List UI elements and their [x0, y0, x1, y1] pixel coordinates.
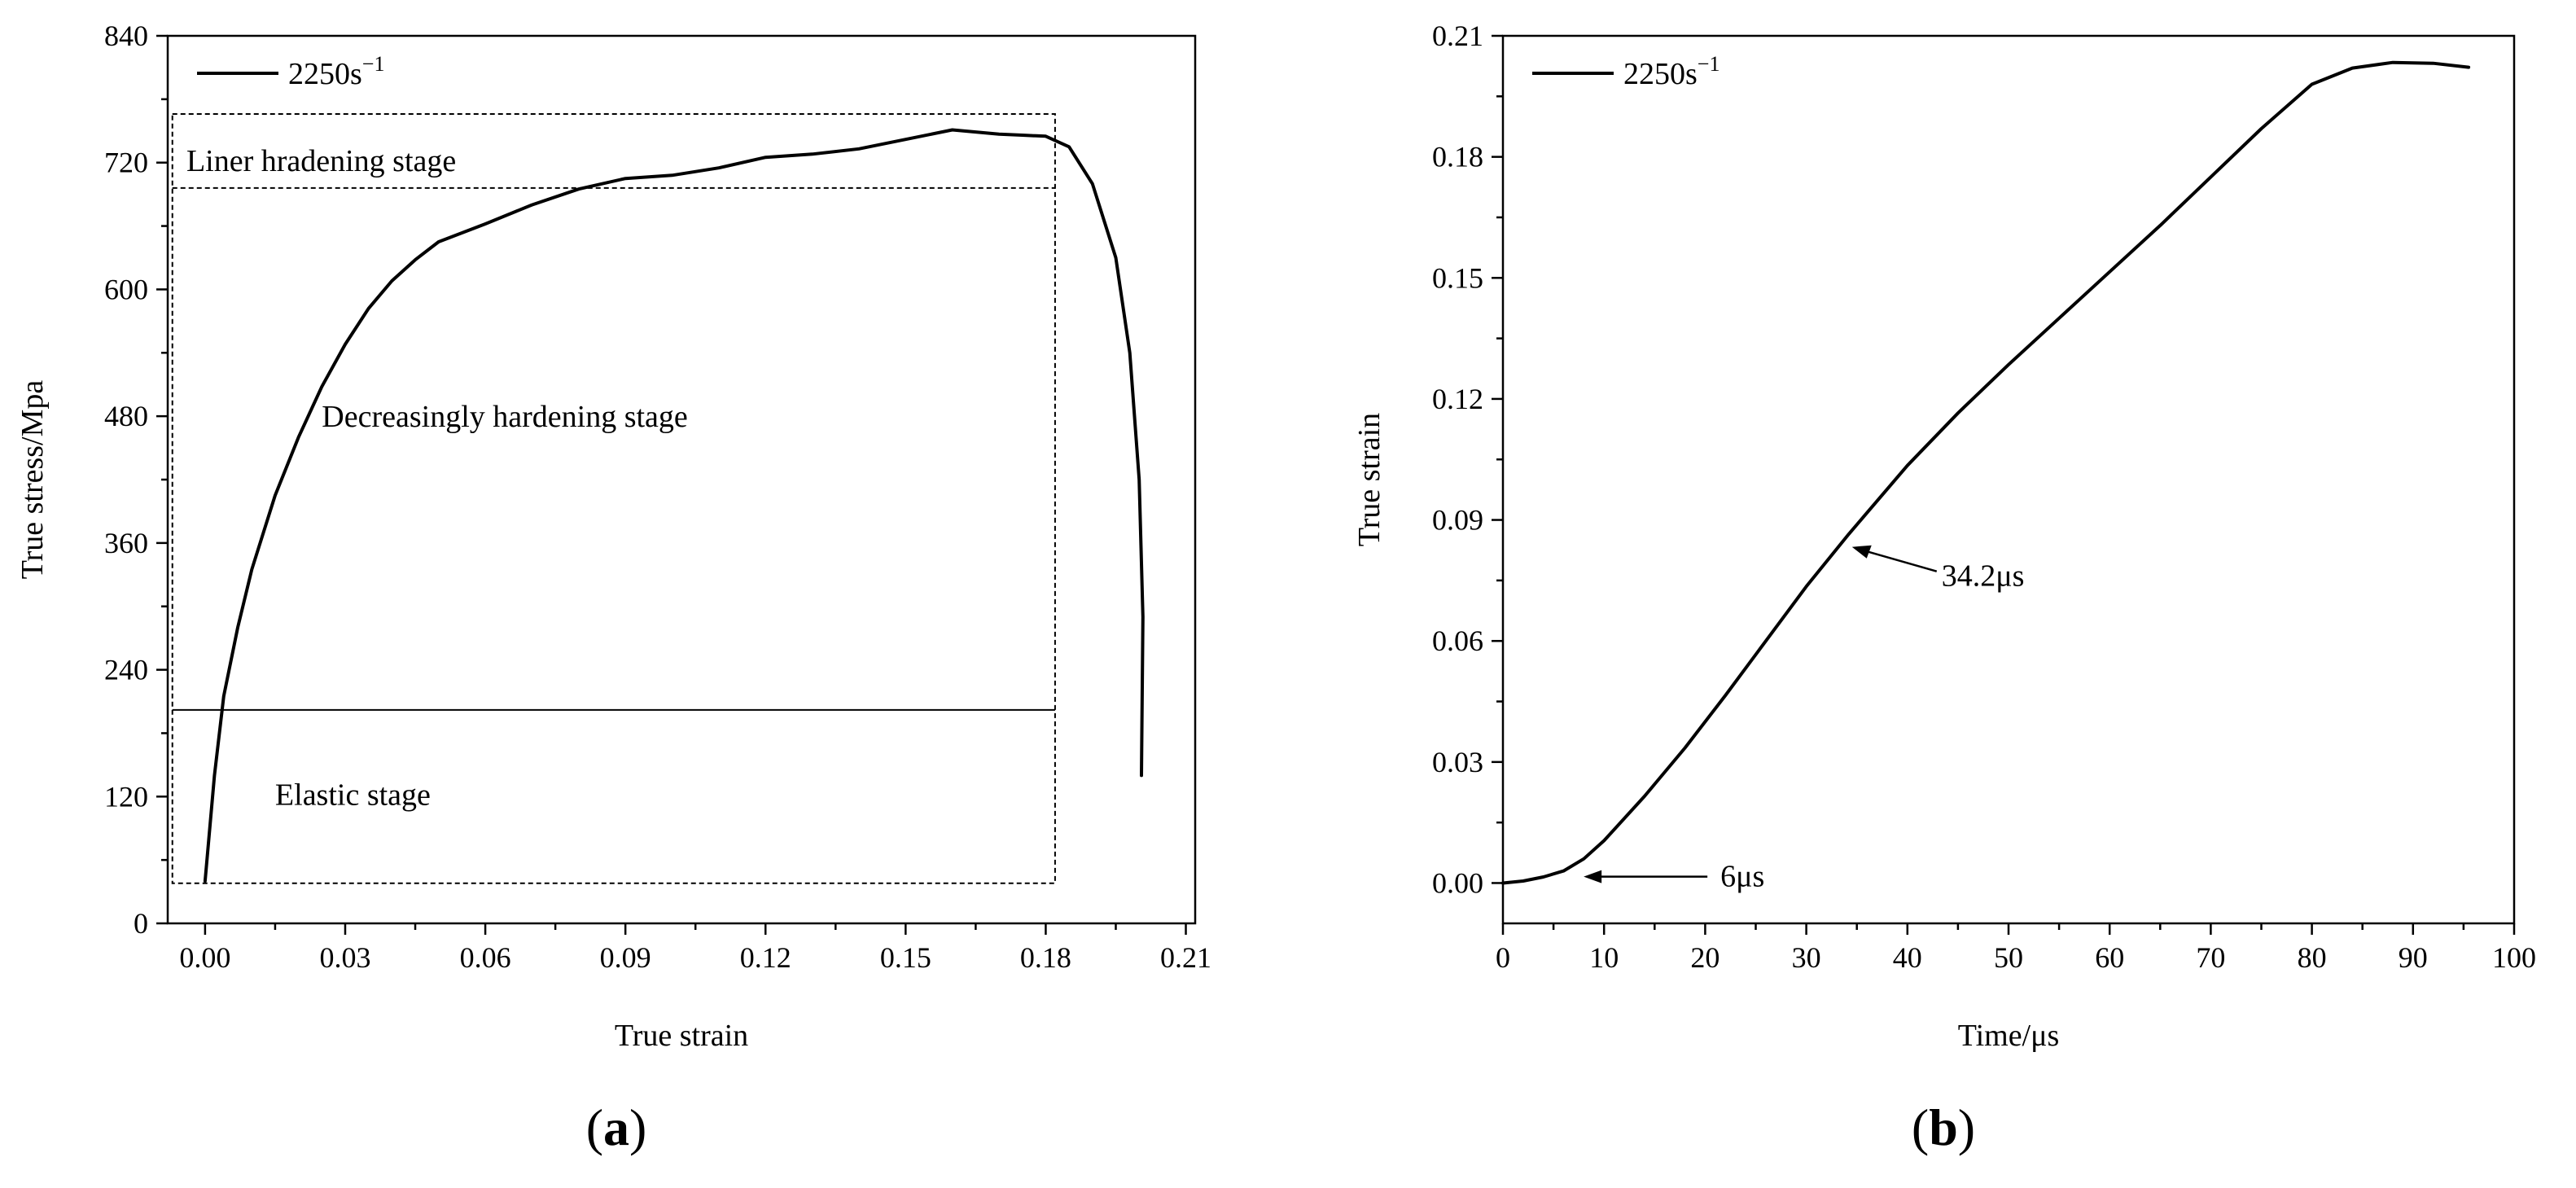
y-tick-label: 0.00 [1432, 866, 1483, 899]
y-tick-label: 360 [104, 527, 148, 559]
x-tick-label: 0.00 [179, 941, 230, 974]
x-tick-label: 0.21 [1160, 941, 1211, 974]
y-tick-label: 480 [104, 400, 148, 432]
x-tick-label: 0.15 [880, 941, 931, 974]
legend-label-base: 2250s [1623, 57, 1698, 91]
x-tick-label: 60 [2095, 941, 2124, 974]
x-tick-label: 30 [1792, 941, 1821, 974]
y-axis-title: True strain [1352, 413, 1387, 546]
annotation-arrowhead [1851, 545, 1872, 559]
y-tick-label: 0.18 [1432, 141, 1483, 173]
panel-label-close: ) [629, 1098, 646, 1156]
region-label-elastic: Elastic stage [275, 778, 431, 813]
y-tick-label: 0.06 [1432, 625, 1483, 657]
region-label-decreasing: Decreasingly hardening stage [322, 400, 688, 434]
x-tick-label: 0.03 [319, 941, 370, 974]
y-tick-label: 0.03 [1432, 746, 1483, 778]
y-tick-label: 720 [104, 147, 148, 179]
x-tick-label: 90 [2399, 941, 2428, 974]
x-axis-title: Time/μs [1958, 1019, 2060, 1053]
annotation-label: 34.2μs [1942, 559, 2025, 594]
y-tick-label: 120 [104, 780, 148, 813]
x-tick-label: 70 [2196, 941, 2225, 974]
plot-frame [1501, 34, 2516, 925]
legend-label-sup: −1 [1698, 52, 1720, 76]
series-line [203, 128, 1145, 883]
x-tick-label: 100 [2492, 941, 2536, 974]
annotation-label: 6μs [1720, 860, 1764, 894]
region-label-linear: Liner hradening stage [186, 144, 456, 178]
y-tick-label: 600 [104, 273, 148, 305]
panel-label-close: ) [1958, 1098, 1975, 1156]
panel-label-open: ( [1912, 1098, 1929, 1156]
annotation-arrowhead [1584, 870, 1602, 883]
y-tick-label: 240 [104, 654, 148, 686]
x-tick-label: 0 [1496, 941, 1510, 974]
x-tick-label: 80 [2298, 941, 2327, 974]
y-tick-label: 0 [134, 907, 148, 940]
panel-label: (b) [1912, 1098, 1975, 1156]
y-tick-label: 0.12 [1432, 383, 1483, 415]
stage-box [171, 113, 1056, 884]
panel-label: (a) [586, 1098, 647, 1156]
x-tick-label: 0.09 [600, 941, 651, 974]
chart-panel-b: 0 10 20 30 40 50 60 70 80 90 100 0.00 0.03 0.06 0.09 0.… [1352, 20, 2536, 1156]
x-tick-label: 0.12 [740, 941, 791, 974]
panel-label-letter: b [1929, 1098, 1958, 1156]
y-tick-label: 0.09 [1432, 504, 1483, 537]
legend-label-sup: −1 [362, 52, 385, 76]
panel-label-letter: a [603, 1098, 629, 1156]
x-axis-title: True strain [615, 1019, 748, 1053]
annotation-arrow-line [1868, 550, 1938, 572]
x-tick-label: 20 [1690, 941, 1720, 974]
x-tick-label: 40 [1893, 941, 1922, 974]
y-tick-label: 0.21 [1432, 20, 1483, 52]
y-tick-label: 0.15 [1432, 261, 1483, 294]
series-line [1501, 60, 2471, 885]
legend-label: 2250s−1 [288, 52, 384, 91]
chart-panel-a: 0.00 0.03 0.06 0.09 0.12 0.15 0.18 0.21 0 120 240 3… [15, 20, 1211, 1156]
x-tick-label: 0.18 [1020, 941, 1071, 974]
y-axis-title: True stress/Mpa [15, 380, 50, 580]
legend-label: 2250s−1 [1623, 52, 1720, 91]
y-tick-label: 840 [104, 20, 148, 52]
legend-label-base: 2250s [288, 57, 362, 91]
x-tick-label: 0.06 [460, 941, 511, 974]
x-tick-label: 10 [1589, 941, 1619, 974]
x-tick-label: 50 [1994, 941, 2023, 974]
panel-label-open: ( [586, 1098, 603, 1156]
